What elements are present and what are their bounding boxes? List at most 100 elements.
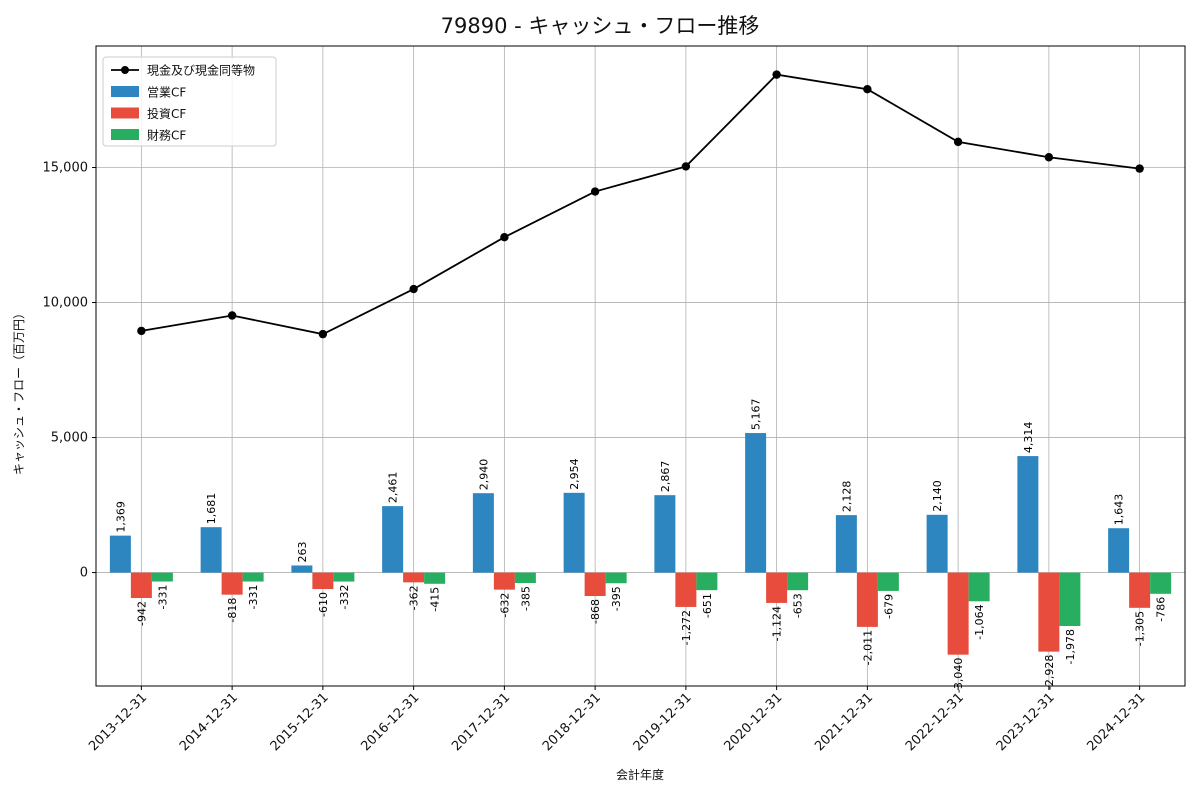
line-point-2014-12-31 (227, 311, 237, 320)
bar-投資CF-2021-12-31 (856, 572, 878, 627)
bar-財務CF-2016-12-31 (424, 572, 446, 584)
bar-営業CF-2019-12-31 (654, 495, 676, 573)
legend-box (102, 56, 277, 147)
bar-投資CF-2014-12-31 (221, 572, 243, 595)
bar-投資CF-2016-12-31 (403, 572, 425, 583)
bar-label-投資CF-2023-12-31: -2,928 (1043, 655, 1056, 690)
bar-投資CF-2015-12-31 (312, 572, 334, 590)
y-axis-label: キャッシュ・フロー（百万円） (12, 306, 26, 475)
bar-投資CF-2024-12-31 (1129, 572, 1151, 608)
bar-label-営業CF-2023-12-31: 4,314 (1022, 422, 1035, 454)
x-tick-label-10: 2023-12-31 (994, 690, 1058, 754)
bar-label-投資CF-2015-12-31: -610 (317, 592, 330, 617)
bar-財務CF-2022-12-31 (968, 572, 990, 602)
line-point-2015-12-31 (318, 329, 328, 339)
bar-財務CF-2024-12-31 (1150, 572, 1172, 594)
bar-財務CF-2013-12-31 (151, 572, 173, 582)
line-point-2020-12-31 (772, 70, 781, 79)
bar-label-投資CF-2016-12-31: -362 (408, 585, 421, 610)
x-tick-label-2: 2015-12-31 (268, 690, 332, 754)
bar-財務CF-2014-12-31 (242, 572, 264, 582)
line-series-cash (141, 73, 1140, 336)
bar-label-財務CF-2015-12-31: -332 (338, 585, 351, 610)
bar-投資CF-2022-12-31 (947, 572, 969, 655)
bar-label-営業CF-2018-12-31: 2,954 (568, 458, 581, 490)
bar-投資CF-2023-12-31 (1038, 572, 1060, 652)
bar-label-営業CF-2017-12-31: 2,940 (477, 459, 490, 491)
bar-財務CF-2023-12-31 (1059, 572, 1081, 626)
y-tick-label-0: 0 (80, 566, 88, 581)
bar-label-投資CF-2020-12-31: -1,124 (771, 606, 784, 641)
y-tick-label-3: 15,000 (43, 161, 89, 176)
bar-営業CF-2017-12-31 (472, 493, 494, 573)
chart-title: 79890 - キャッシュ・フロー推移 (440, 14, 760, 38)
bar-label-財務CF-2014-12-31: -331 (247, 585, 260, 610)
bar-財務CF-2021-12-31 (877, 572, 899, 591)
line-point-2021-12-31 (863, 85, 872, 94)
line-point-2017-12-31 (500, 232, 509, 242)
x-axis-label: 会計年度 (615, 768, 664, 782)
bar-label-財務CF-2017-12-31: -385 (519, 586, 532, 611)
bar-label-営業CF-2022-12-31: 2,140 (931, 480, 944, 512)
line-point-2024-12-31 (1135, 164, 1144, 173)
bar-営業CF-2018-12-31 (563, 492, 585, 573)
bar-投資CF-2018-12-31 (584, 572, 606, 597)
legend-swatch-営業CF (111, 86, 139, 97)
bar-営業CF-2016-12-31 (382, 506, 404, 573)
bar-財務CF-2017-12-31 (514, 572, 536, 583)
bar-label-営業CF-2014-12-31: 1,681 (205, 493, 218, 525)
plot-frame (95, 45, 1186, 687)
x-tick-label-11: 2024-12-31 (1084, 690, 1148, 754)
bar-投資CF-2019-12-31 (675, 572, 697, 607)
legend-swatch-投資CF (111, 107, 139, 119)
legend-swatch-財務CF (111, 129, 139, 140)
y-tick-label-1: 5,000 (51, 431, 88, 446)
bar-label-営業CF-2019-12-31: 2,867 (659, 461, 672, 493)
line-point-2023-12-31 (1044, 153, 1054, 162)
x-tick-label-6: 2019-12-31 (631, 690, 695, 754)
bar-財務CF-2015-12-31 (333, 572, 355, 582)
bar-営業CF-2022-12-31 (926, 514, 948, 573)
legend-line-marker (121, 66, 129, 74)
legend-label-投資CF: 投資CF (147, 106, 186, 121)
x-tick-label-9: 2022-12-31 (903, 690, 967, 754)
legend-label-財務CF: 財務CF (147, 128, 186, 143)
bar-label-投資CF-2021-12-31: -2,011 (861, 630, 874, 665)
line-point-2022-12-31 (953, 137, 963, 147)
bar-営業CF-2024-12-31 (1108, 528, 1130, 573)
line-point-2019-12-31 (681, 162, 691, 171)
bar-label-財務CF-2023-12-31: -1,978 (1064, 629, 1077, 664)
bar-label-営業CF-2016-12-31: 2,461 (387, 472, 400, 504)
bar-投資CF-2017-12-31 (493, 572, 515, 590)
bar-営業CF-2021-12-31 (835, 515, 857, 573)
x-tick-label-4: 2017-12-31 (449, 690, 513, 754)
bar-label-財務CF-2024-12-31: -786 (1155, 597, 1168, 622)
line-point-2016-12-31 (409, 284, 418, 294)
legend-label-営業CF: 営業CF (147, 86, 186, 100)
bar-label-財務CF-2020-12-31: -653 (792, 593, 805, 618)
bar-label-財務CF-2022-12-31: -1,064 (973, 604, 986, 639)
bar-label-投資CF-2018-12-31: -868 (589, 599, 602, 624)
bar-label-財務CF-2018-12-31: -395 (610, 586, 623, 611)
bar-label-営業CF-2020-12-31: 5,167 (750, 399, 763, 431)
bar-label-営業CF-2021-12-31: 2,128 (840, 481, 853, 513)
x-tick-label-3: 2016-12-31 (358, 690, 422, 754)
bar-label-投資CF-2022-12-31: -3,040 (952, 658, 965, 693)
bar-label-営業CF-2015-12-31: 263 (296, 541, 309, 562)
bar-財務CF-2019-12-31 (696, 572, 718, 591)
bar-label-財務CF-2013-12-31: -331 (156, 585, 169, 610)
x-tick-label-5: 2018-12-31 (540, 690, 604, 754)
bar-営業CF-2020-12-31 (745, 433, 767, 573)
bar-label-財務CF-2019-12-31: -651 (701, 593, 714, 618)
bar-label-財務CF-2021-12-31: -679 (882, 594, 895, 619)
bar-label-投資CF-2014-12-31: -818 (226, 598, 239, 623)
bar-label-営業CF-2024-12-31: 1,643 (1113, 494, 1126, 526)
bar-財務CF-2018-12-31 (605, 572, 627, 584)
y-tick-label-2: 10,000 (43, 296, 89, 311)
bar-営業CF-2014-12-31 (200, 527, 222, 573)
bar-label-投資CF-2017-12-31: -632 (498, 593, 511, 618)
line-point-2018-12-31 (590, 187, 600, 196)
x-tick-label-1: 2014-12-31 (177, 690, 241, 754)
